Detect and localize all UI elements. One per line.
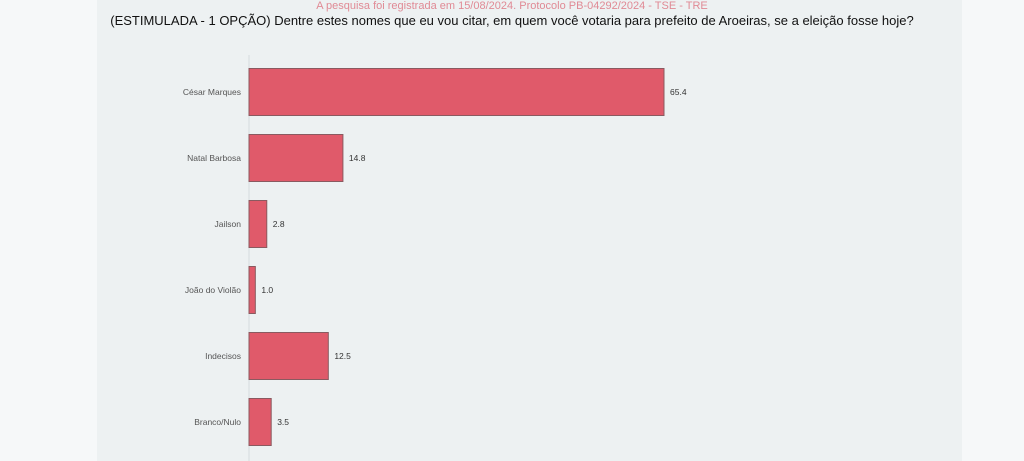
category-label: Branco/Nulo bbox=[194, 417, 241, 427]
value-label: 1.0 bbox=[261, 285, 273, 295]
bar bbox=[248, 398, 272, 446]
bar bbox=[248, 332, 329, 380]
bar bbox=[248, 266, 256, 314]
bar bbox=[248, 200, 268, 248]
category-label: Jailson bbox=[215, 219, 242, 229]
category-label: Indecisos bbox=[205, 351, 241, 361]
category-label: César Marques bbox=[183, 87, 241, 97]
bar bbox=[248, 68, 665, 116]
chart-title: (ESTIMULADA - 1 OPÇÃO) Dentre estes nome… bbox=[110, 13, 914, 28]
category-label: Natal Barbosa bbox=[187, 153, 241, 163]
value-label: 65.4 bbox=[670, 87, 687, 97]
value-label: 12.5 bbox=[334, 351, 351, 361]
value-label: 2.8 bbox=[273, 219, 285, 229]
value-label: 14.8 bbox=[349, 153, 366, 163]
category-label: João do Violão bbox=[185, 285, 241, 295]
registration-note: A pesquisa foi registrada em 15/08/2024.… bbox=[316, 0, 708, 12]
value-label: 3.5 bbox=[277, 417, 289, 427]
bar bbox=[248, 134, 344, 182]
